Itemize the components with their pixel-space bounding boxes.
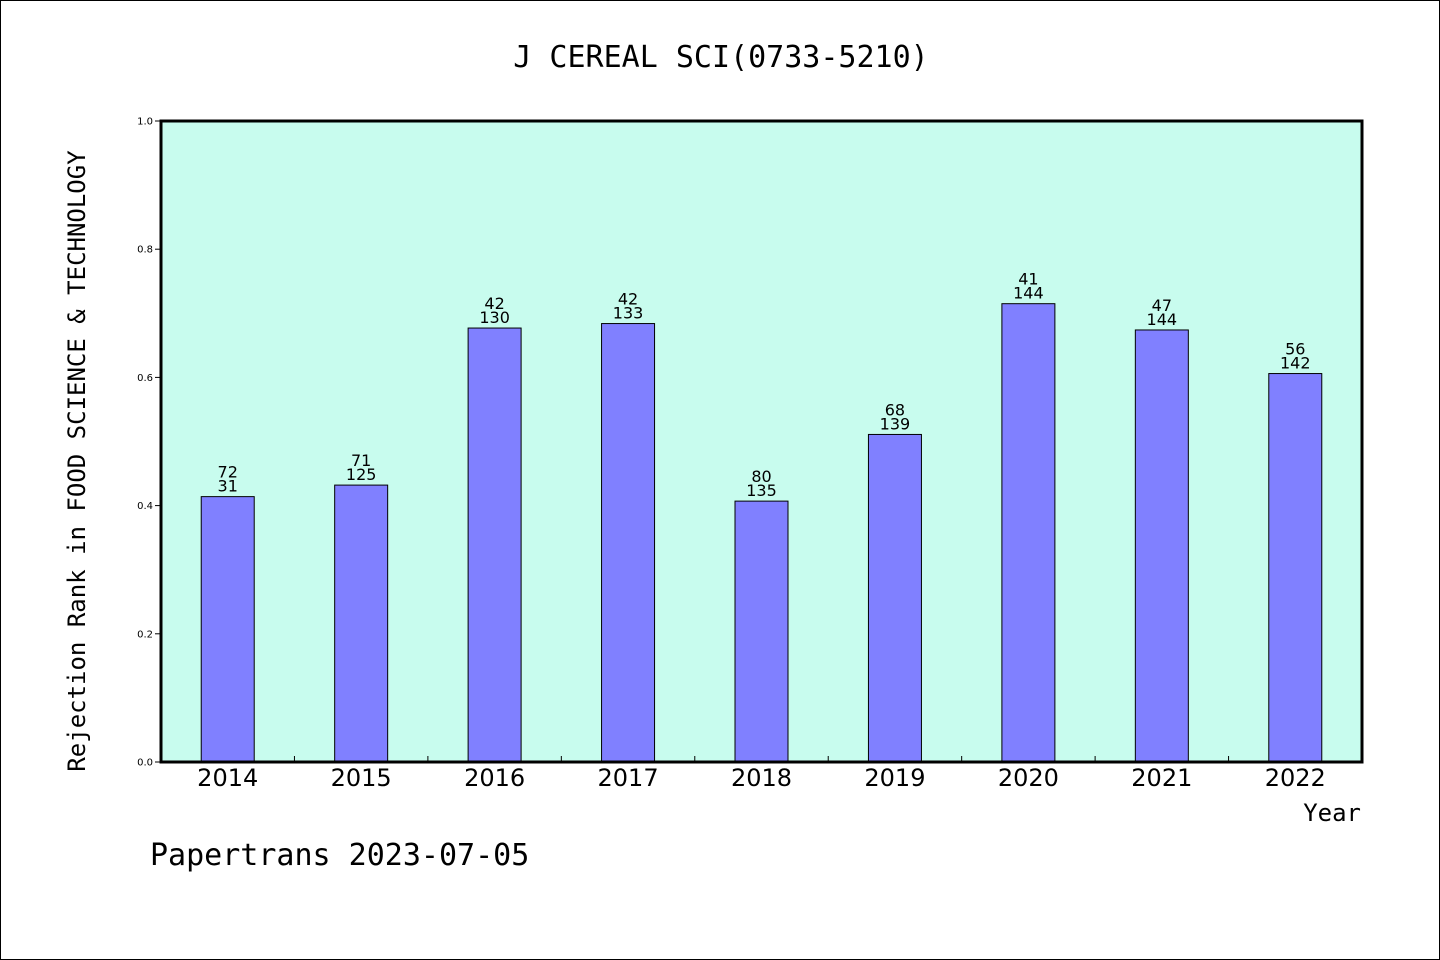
bar-2017 <box>601 323 656 763</box>
x-tick-label: 2014 <box>197 764 258 792</box>
x-tick-label: 2015 <box>331 764 392 792</box>
bar-2021 <box>1134 329 1189 763</box>
y-axis-label: Rejection Rank in FOOD SCIENCE & TECHNOL… <box>63 150 91 772</box>
y-tick-label: 0.8 <box>137 245 153 256</box>
bar-label-total: 125 <box>346 465 377 484</box>
bar-label-total: 142 <box>1280 354 1311 373</box>
x-axis-categories: 2014 2015 2016 2017 2018 2019 2020 2021 2022 <box>197 764 1326 792</box>
y-tick-label: 0.6 <box>137 373 153 384</box>
x-tick-label: 2020 <box>998 764 1059 792</box>
bar-2018 <box>734 500 789 763</box>
y-tick-label: 0.0 <box>137 758 153 769</box>
x-tick-label: 2019 <box>864 764 925 792</box>
x-tick-label: 2018 <box>731 764 792 792</box>
y-tick-label: 0.4 <box>137 501 153 512</box>
bar-label-total: 139 <box>880 414 911 433</box>
bar-label-rank: 80 <box>751 467 771 486</box>
bars <box>200 303 1323 763</box>
plot-frame <box>159 119 1364 764</box>
bar-2015 <box>334 484 389 763</box>
x-axis-label: Year <box>1303 799 1361 827</box>
x-tick-label: 2021 <box>1131 764 1192 792</box>
bar-label-rank: 47 <box>1152 296 1172 315</box>
bar-label-rank: 71 <box>351 451 371 470</box>
x-tick-label: 2016 <box>464 764 525 792</box>
x-tick-label: 2022 <box>1265 764 1326 792</box>
bar-label-rank: 68 <box>885 400 905 419</box>
bar-label-total: 144 <box>1013 284 1044 303</box>
bar-labels: 7231711254213042133801356813941144471445… <box>218 270 1311 500</box>
bar-label-rank: 41 <box>1018 270 1038 289</box>
bar-label-rank: 42 <box>484 294 504 313</box>
bar-label-total: 130 <box>479 308 510 327</box>
bar-label-rank: 56 <box>1285 340 1305 359</box>
y-tick-label: 1.0 <box>137 117 153 128</box>
bar-2014 <box>200 496 255 763</box>
chart-title: J CEREAL SCI(0733-5210) <box>513 40 928 75</box>
bar-label-total: 31 <box>218 477 238 496</box>
y-tick-label: 0.2 <box>137 629 153 640</box>
bar-label-rank: 72 <box>218 463 238 482</box>
bar-label-total: 144 <box>1147 310 1178 329</box>
bar-label-total: 133 <box>613 304 644 323</box>
x-tick-label: 2017 <box>598 764 659 792</box>
footer-date-stamp: Papertrans 2023-07-05 <box>150 838 529 873</box>
bar-label-rank: 42 <box>618 290 638 309</box>
bar-2016 <box>467 327 522 763</box>
bar-2020 <box>1001 303 1056 763</box>
bar-2019 <box>867 433 922 763</box>
bar-label-total: 135 <box>746 481 777 500</box>
bar-2022 <box>1268 373 1323 763</box>
